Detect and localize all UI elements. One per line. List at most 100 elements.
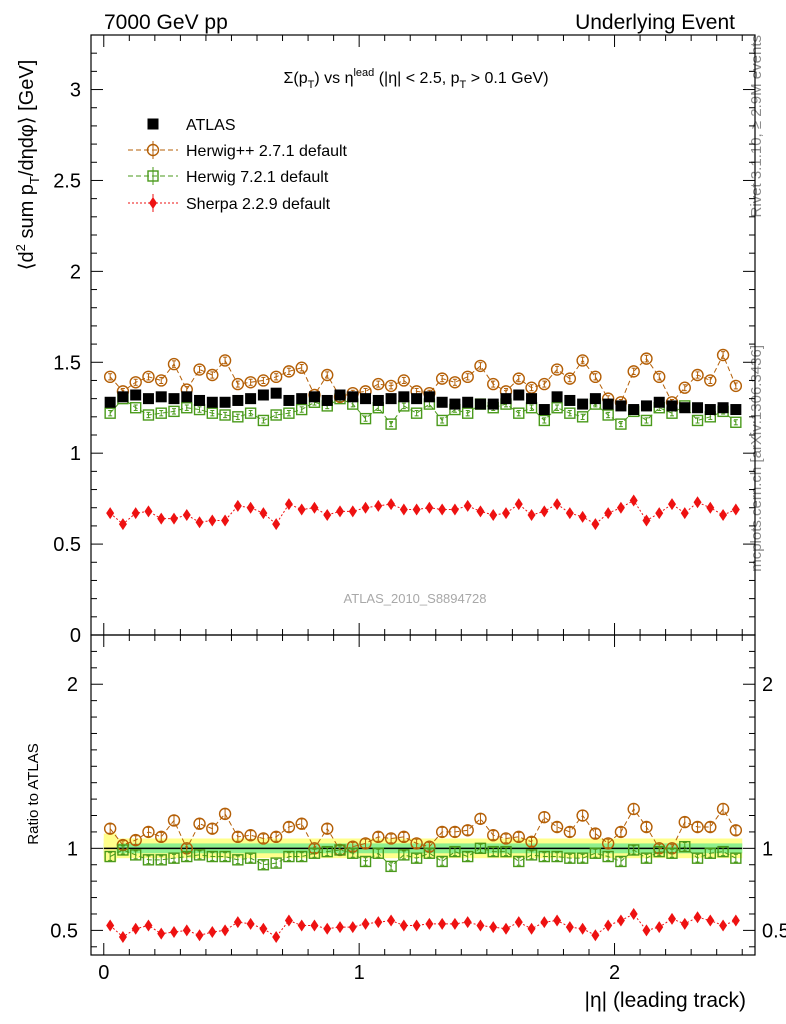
data-point bbox=[412, 919, 421, 932]
data-point bbox=[423, 847, 436, 859]
data-point bbox=[206, 850, 219, 863]
data-point bbox=[284, 498, 293, 511]
data-point bbox=[461, 850, 474, 863]
data-point bbox=[706, 501, 715, 514]
data-point bbox=[526, 393, 538, 405]
data-point bbox=[576, 809, 589, 822]
data-point bbox=[398, 391, 410, 403]
data-point bbox=[131, 922, 140, 935]
header-right: Underlying Event bbox=[575, 11, 735, 34]
data-point bbox=[131, 507, 140, 520]
data-point bbox=[578, 510, 587, 523]
y-tick-label: 2 bbox=[70, 261, 81, 283]
data-point bbox=[666, 400, 678, 412]
data-point bbox=[297, 503, 306, 516]
data-point bbox=[474, 842, 487, 855]
data-point bbox=[193, 817, 206, 830]
data-point bbox=[257, 389, 269, 401]
data-point bbox=[155, 830, 168, 844]
data-point bbox=[550, 820, 564, 834]
data-point bbox=[129, 376, 142, 389]
data-point bbox=[717, 845, 729, 858]
data-point bbox=[348, 505, 357, 518]
data-point bbox=[246, 501, 255, 514]
data-point bbox=[512, 372, 525, 385]
data-point bbox=[181, 402, 193, 414]
series-sherpa-2-2-9-default bbox=[106, 494, 740, 531]
data-point bbox=[500, 393, 512, 405]
data-point bbox=[385, 393, 397, 405]
data-point bbox=[208, 926, 217, 939]
data-point bbox=[655, 507, 664, 520]
data-point bbox=[578, 922, 587, 935]
data-point bbox=[640, 852, 653, 864]
data-point bbox=[691, 368, 704, 382]
series-herwig-2-7-1-default bbox=[103, 348, 743, 409]
data-point bbox=[576, 354, 589, 367]
data-point bbox=[717, 402, 729, 414]
data-point bbox=[117, 391, 129, 403]
data-point bbox=[219, 850, 231, 863]
data-point bbox=[321, 368, 334, 382]
data-point bbox=[450, 917, 459, 930]
data-point bbox=[168, 405, 180, 418]
data-point bbox=[372, 377, 385, 391]
data-point bbox=[655, 921, 664, 934]
data-point bbox=[719, 509, 728, 521]
series-herwig-7-2-1-default bbox=[104, 840, 742, 873]
data-point bbox=[106, 507, 115, 520]
data-point bbox=[666, 847, 678, 859]
data-point bbox=[323, 922, 332, 935]
data-point bbox=[334, 389, 346, 401]
data-point bbox=[476, 505, 485, 518]
data-point bbox=[412, 503, 421, 516]
data-point bbox=[129, 833, 142, 847]
data-point bbox=[614, 825, 628, 839]
data-point bbox=[448, 825, 462, 839]
data-point bbox=[259, 507, 268, 520]
data-point bbox=[500, 845, 512, 858]
data-point bbox=[410, 407, 423, 419]
data-point bbox=[195, 516, 204, 529]
ylabel-part-b: sum p bbox=[16, 184, 38, 244]
data-point bbox=[284, 914, 293, 927]
data-point bbox=[489, 921, 498, 934]
data-point bbox=[704, 374, 717, 387]
data-point bbox=[348, 921, 357, 934]
mcplots-label: mcplots.cern.ch [arXiv:1306.3436] bbox=[748, 345, 765, 572]
data-point bbox=[653, 370, 666, 384]
data-point bbox=[679, 840, 691, 853]
series-line bbox=[109, 913, 737, 938]
data-point bbox=[155, 407, 167, 419]
data-point bbox=[232, 411, 244, 423]
data-point bbox=[693, 911, 702, 924]
data-point bbox=[193, 363, 206, 376]
data-point bbox=[678, 815, 691, 829]
data-point bbox=[461, 824, 474, 837]
data-point bbox=[602, 850, 614, 863]
data-point bbox=[295, 817, 308, 830]
data-point bbox=[729, 379, 743, 393]
data-point bbox=[591, 518, 600, 531]
data-point bbox=[461, 370, 474, 384]
legend-item: Herwig++ 2.7.1 default bbox=[128, 141, 348, 160]
data-point bbox=[167, 357, 181, 371]
data-point bbox=[577, 398, 589, 410]
data-point bbox=[553, 914, 562, 927]
data-point bbox=[435, 372, 449, 385]
data-point bbox=[167, 814, 181, 827]
data-point bbox=[334, 844, 346, 856]
x-axis-label: |η| (leading track) bbox=[585, 989, 746, 1012]
data-point bbox=[282, 820, 296, 834]
data-point bbox=[589, 847, 602, 859]
legend-item: Herwig 7.2.1 default bbox=[128, 167, 329, 186]
data-point bbox=[359, 855, 372, 868]
data-point bbox=[104, 396, 116, 408]
series-atlas bbox=[104, 387, 742, 416]
legend-item: Sherpa 2.2.9 default bbox=[128, 194, 331, 213]
data-point bbox=[550, 363, 564, 376]
data-point bbox=[423, 391, 435, 403]
data-point bbox=[448, 376, 462, 389]
data-point bbox=[244, 829, 257, 842]
data-point bbox=[170, 926, 178, 939]
